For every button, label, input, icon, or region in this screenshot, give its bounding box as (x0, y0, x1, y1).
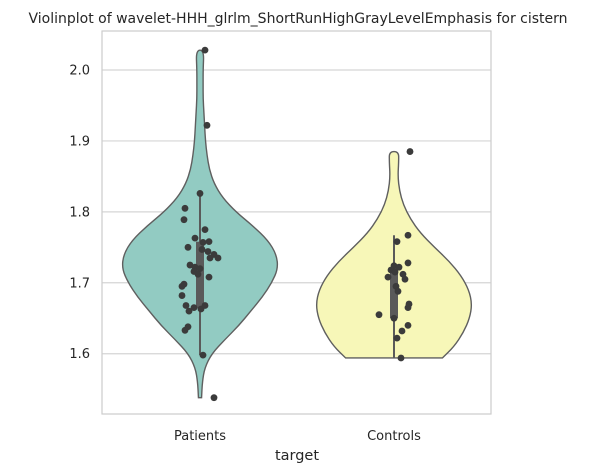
data-point (393, 334, 401, 342)
data-point (401, 275, 409, 283)
data-point (397, 354, 405, 362)
data-point (391, 268, 399, 276)
data-point (406, 148, 414, 155)
data-point (394, 287, 402, 295)
data-point (182, 302, 190, 309)
data-point (190, 304, 198, 312)
data-point (201, 226, 209, 233)
y-tick-label: 1.8 (69, 205, 90, 220)
data-point (206, 254, 214, 262)
data-point (181, 326, 189, 334)
data-point (184, 243, 192, 251)
data-point (398, 327, 406, 335)
data-point (395, 263, 403, 271)
data-point (180, 216, 188, 224)
y-tick-label: 1.6 (69, 347, 90, 362)
x-tick-labels: Patients Controls (174, 429, 421, 444)
data-point (203, 121, 211, 129)
data-point (393, 238, 401, 246)
data-point (201, 302, 209, 309)
data-point (198, 246, 206, 253)
plot-frame (101, 30, 492, 415)
x-tick-label: Patients (174, 429, 226, 444)
y-tick-labels: 1.6 1.7 1.8 1.9 2.0 (69, 64, 90, 363)
data-point (199, 351, 207, 359)
chart-title: Violinplot of wavelet-HHH_glrlm_ShortRun… (28, 11, 567, 27)
data-point (214, 254, 222, 262)
data-point (194, 270, 202, 278)
data-point (199, 238, 207, 246)
data-point (404, 231, 412, 239)
data-point (390, 314, 398, 322)
data-point (404, 304, 412, 312)
data-point (196, 190, 204, 197)
data-point (404, 321, 412, 329)
data-point (201, 46, 209, 54)
data-point (178, 292, 186, 299)
data-point (185, 307, 193, 315)
data-point (205, 273, 213, 281)
x-tick-label: Controls (367, 429, 421, 444)
data-point (191, 234, 199, 242)
iqr-box-controls (390, 267, 398, 319)
data-point (181, 204, 189, 212)
data-point (178, 282, 186, 290)
y-tick-label: 1.9 (69, 134, 90, 149)
y-tick-label: 1.7 (69, 276, 90, 291)
data-point (384, 273, 392, 281)
strip-points (178, 46, 414, 402)
violins (121, 49, 473, 399)
y-tick-label: 2.0 (69, 64, 90, 79)
data-point (210, 394, 218, 402)
data-point (404, 259, 412, 267)
data-point (375, 311, 383, 319)
x-axis-label: target (275, 448, 319, 464)
data-point (196, 265, 204, 273)
data-point (204, 248, 212, 255)
data-point (205, 238, 213, 246)
